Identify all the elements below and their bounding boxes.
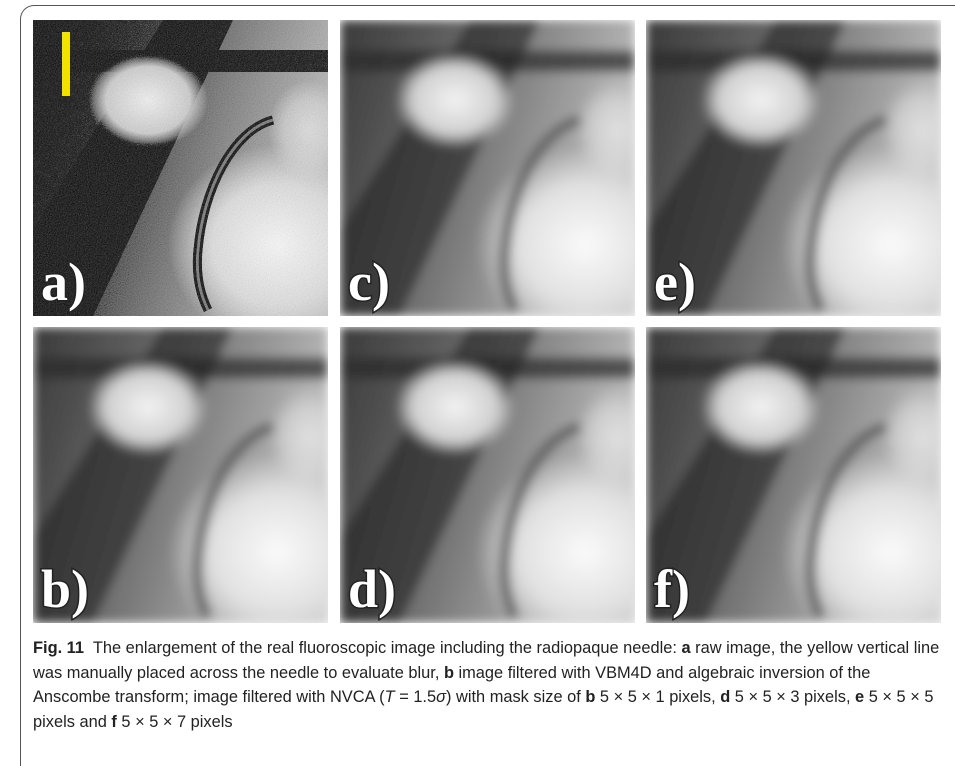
yellow-marker-line bbox=[62, 32, 70, 96]
panel-viewport bbox=[340, 20, 695, 345]
image-panel: a) bbox=[33, 20, 388, 345]
caption-run: b bbox=[585, 688, 595, 706]
caption-run: ) with mask size of bbox=[446, 688, 585, 706]
panel-viewport bbox=[646, 327, 955, 630]
caption-run: d bbox=[720, 688, 730, 706]
panel-label: b) bbox=[41, 559, 89, 619]
caption-run: b bbox=[444, 664, 454, 682]
fluoroscopic-image bbox=[646, 327, 955, 630]
caption-run: 5 × 5 × 7 pixels bbox=[117, 713, 233, 731]
image-panel: d) bbox=[340, 327, 695, 630]
panel-viewport bbox=[33, 20, 388, 345]
image-panel: f) bbox=[646, 327, 955, 630]
panel-label: f) bbox=[654, 559, 690, 619]
caption-run: e bbox=[855, 688, 864, 706]
image-panel: b) bbox=[33, 327, 388, 630]
caption-run: Fig. 11 bbox=[33, 639, 84, 657]
caption-run: σ bbox=[436, 688, 446, 706]
figure: a) c) e) b) d) f) bbox=[0, 0, 955, 630]
fluoroscopic-image bbox=[340, 20, 695, 345]
panel-label: a) bbox=[41, 252, 86, 312]
caption-run: T bbox=[385, 688, 395, 706]
caption-run: = 1.5 bbox=[395, 688, 436, 706]
image-panel: c) bbox=[340, 20, 695, 345]
page: a) c) e) b) d) f) Fig. 11 The enlargement of … bbox=[0, 0, 955, 744]
caption-run: a bbox=[681, 639, 690, 657]
caption-run: The enlargement of the real fluoroscopic… bbox=[84, 639, 681, 657]
image-panel: e) bbox=[646, 20, 955, 345]
caption-run: 5 × 5 × 3 pixels, bbox=[730, 688, 855, 706]
caption-run: 5 × 5 × 1 pixels, bbox=[595, 688, 720, 706]
panel-label: c) bbox=[348, 252, 390, 312]
panel-label: e) bbox=[654, 252, 696, 312]
figure-caption: Fig. 11 The enlargement of the real fluo… bbox=[33, 636, 945, 734]
panel-label: d) bbox=[348, 559, 396, 619]
fluoroscopic-image bbox=[33, 20, 388, 345]
